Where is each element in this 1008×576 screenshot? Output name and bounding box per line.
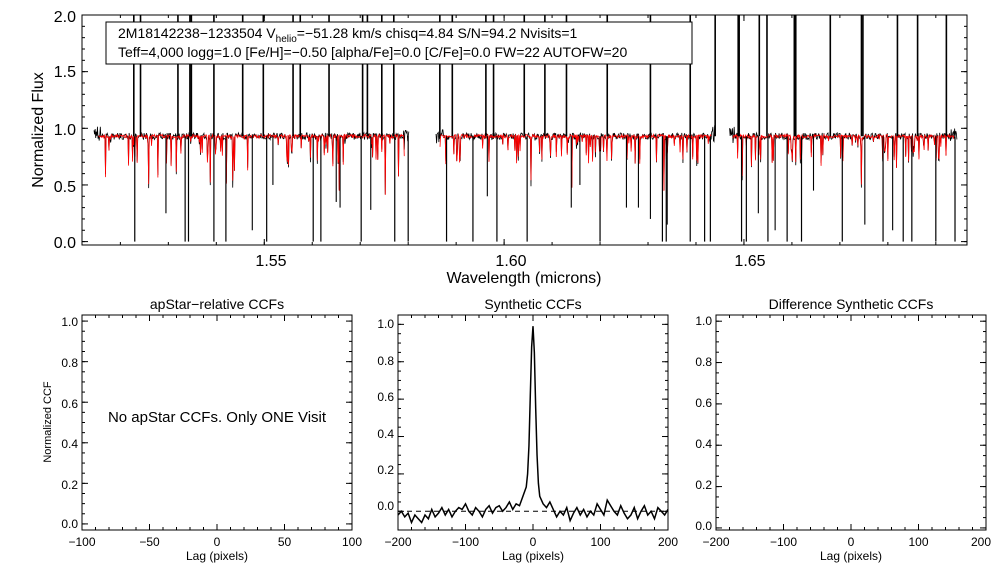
spectrum-x-tick-label: 1.60	[495, 253, 526, 270]
apstar-no-data-message: No apStar CCFs. Only ONE Visit	[108, 409, 327, 426]
difference-y-tick-label: 0.8	[695, 355, 712, 369]
apstar-x-tick-label: 100	[342, 535, 362, 549]
spectrum-y-tick-label: 1.0	[54, 122, 76, 139]
apstar-y-tick-label: 0.2	[61, 478, 78, 492]
synthetic-ccf-line	[397, 326, 669, 525]
apstar-y-tick-labels: 0.0 0.2 0.4 0.6 0.8 1.0	[61, 315, 78, 531]
info-box-v-subscript: helio	[276, 34, 298, 45]
spectrum-y-tick-label: 0.5	[54, 179, 76, 196]
synthetic-y-tick-label: 0.0	[377, 499, 394, 513]
spectrum-x-tick-label: 1.65	[734, 253, 765, 270]
apstar-y-tick-label: 0.8	[61, 356, 78, 370]
synthetic-x-tick-label: 100	[590, 535, 610, 549]
difference-x-tick-labels: −200 −100 0 100 200	[702, 535, 991, 549]
model-spectrum-line	[732, 133, 955, 185]
apstar-x-tick-label: −50	[139, 535, 160, 549]
apstar-y-tick-label: 0.4	[61, 437, 78, 451]
difference-x-tick-label: −100	[770, 535, 797, 549]
synthetic-y-tick-label: 0.8	[377, 354, 394, 368]
synthetic-plot-frame	[397, 314, 669, 531]
spectrum-ticks	[82, 14, 967, 245]
synthetic-title: Synthetic CCFs	[484, 296, 581, 312]
synthetic-ticks	[397, 314, 669, 530]
apstar-ticks	[81, 315, 353, 530]
info-box-v-value-and-stats: =−51.28 km/s chisq=4.84 S/N=94.2 Nvisits…	[297, 25, 578, 41]
info-box-frame	[105, 21, 693, 65]
difference-y-tick-label: 0.6	[695, 396, 712, 410]
difference-y-tick-label: 0.4	[695, 437, 712, 451]
difference-y-tick-label: 1.0	[695, 314, 712, 328]
synthetic-y-tick-label: 0.6	[377, 390, 394, 404]
spectrum-y-axis-label: Normalized Flux	[30, 72, 47, 188]
info-box-object-and-v: 2M18142238−1233504 V	[118, 25, 276, 41]
difference-y-tick-label: 0.2	[695, 478, 712, 492]
spectrum-y-tick-label: 0.0	[54, 235, 76, 252]
model-spectrum-line	[98, 133, 405, 195]
difference-ticks	[715, 315, 987, 530]
synthetic-x-tick-label: 200	[658, 535, 678, 549]
synthetic-x-tick-labels: −200 −100 0 100 200	[384, 535, 678, 549]
model-spectrum-line	[439, 133, 712, 191]
spectrum-y-tick-label: 1.5	[54, 64, 76, 81]
apstar-x-tick-label: 50	[278, 535, 292, 549]
info-box-line-2: Teff=4,000 logg=1.0 [Fe/H]=−0.50 [alpha/…	[118, 44, 627, 60]
synthetic-ccf-data	[397, 326, 669, 525]
apstar-y-axis-label: Normalized CCF	[42, 381, 54, 463]
difference-y-tick-label: 0.0	[695, 519, 712, 533]
apstar-y-tick-label: 0.0	[61, 517, 78, 531]
spectrum-x-tick-label: 1.55	[255, 253, 286, 270]
spectrum-x-tick-labels: 1.55 1.60 1.65	[255, 253, 765, 270]
difference-plot-frame	[715, 314, 987, 531]
info-box-line-1: 2M18142238−1233504 Vhelio=−51.28 km/s ch…	[118, 25, 578, 45]
difference-x-tick-label: −200	[702, 535, 729, 549]
difference-y-tick-labels: 0.0 0.2 0.4 0.6 0.8 1.0	[695, 314, 712, 533]
synthetic-x-tick-label: −100	[452, 535, 479, 549]
spectrum-panel: 2.0 1.5 1.0 0.5 0.0 1.55 1.60 1.65 Wavel…	[30, 9, 968, 287]
spectrum-y-tick-label: 2.0	[54, 9, 76, 26]
synthetic-y-tick-label: 0.4	[377, 427, 394, 441]
apstar-ccf-panel: apStar−relative CCFs −100 −50 0 50 100 0…	[42, 296, 362, 563]
apstar-y-tick-label: 0.6	[61, 397, 78, 411]
spectrum-y-tick-labels: 2.0 1.5 1.0 0.5 0.0	[54, 9, 76, 252]
difference-x-tick-label: 100	[908, 535, 928, 549]
spectrum-plot-frame	[81, 14, 968, 246]
apstar-x-tick-label: 0	[214, 535, 221, 549]
difference-x-tick-label: 0	[848, 535, 855, 549]
apstar-x-tick-labels: −100 −50 0 50 100	[68, 535, 362, 549]
difference-x-axis-label: Lag (pixels)	[820, 549, 882, 563]
difference-ccf-panel: Difference Synthetic CCFs −200 −100 0 10…	[695, 296, 991, 563]
apstar-title: apStar−relative CCFs	[150, 296, 284, 312]
synthetic-ccf-panel: Synthetic CCFs −200 −100 0 100 200 0.0 0…	[377, 296, 678, 563]
spectrum-info-box: 2M18142238−1233504 Vhelio=−51.28 km/s ch…	[105, 21, 693, 65]
synthetic-y-tick-label: 0.2	[377, 463, 394, 477]
apstar-y-tick-label: 1.0	[61, 315, 78, 329]
synthetic-x-tick-label: 0	[530, 535, 537, 549]
synthetic-x-tick-label: −200	[384, 535, 411, 549]
synthetic-y-tick-labels: 0.0 0.2 0.4 0.6 0.8 1.0	[377, 317, 394, 513]
difference-title: Difference Synthetic CCFs	[769, 296, 934, 312]
synthetic-x-axis-label: Lag (pixels)	[502, 549, 564, 563]
synthetic-y-tick-label: 1.0	[377, 317, 394, 331]
apstar-x-axis-label: Lag (pixels)	[186, 549, 248, 563]
spectrum-x-axis-label: Wavelength (microns)	[446, 270, 601, 287]
apstar-x-tick-label: −100	[68, 535, 95, 549]
difference-x-tick-label: 200	[971, 535, 991, 549]
